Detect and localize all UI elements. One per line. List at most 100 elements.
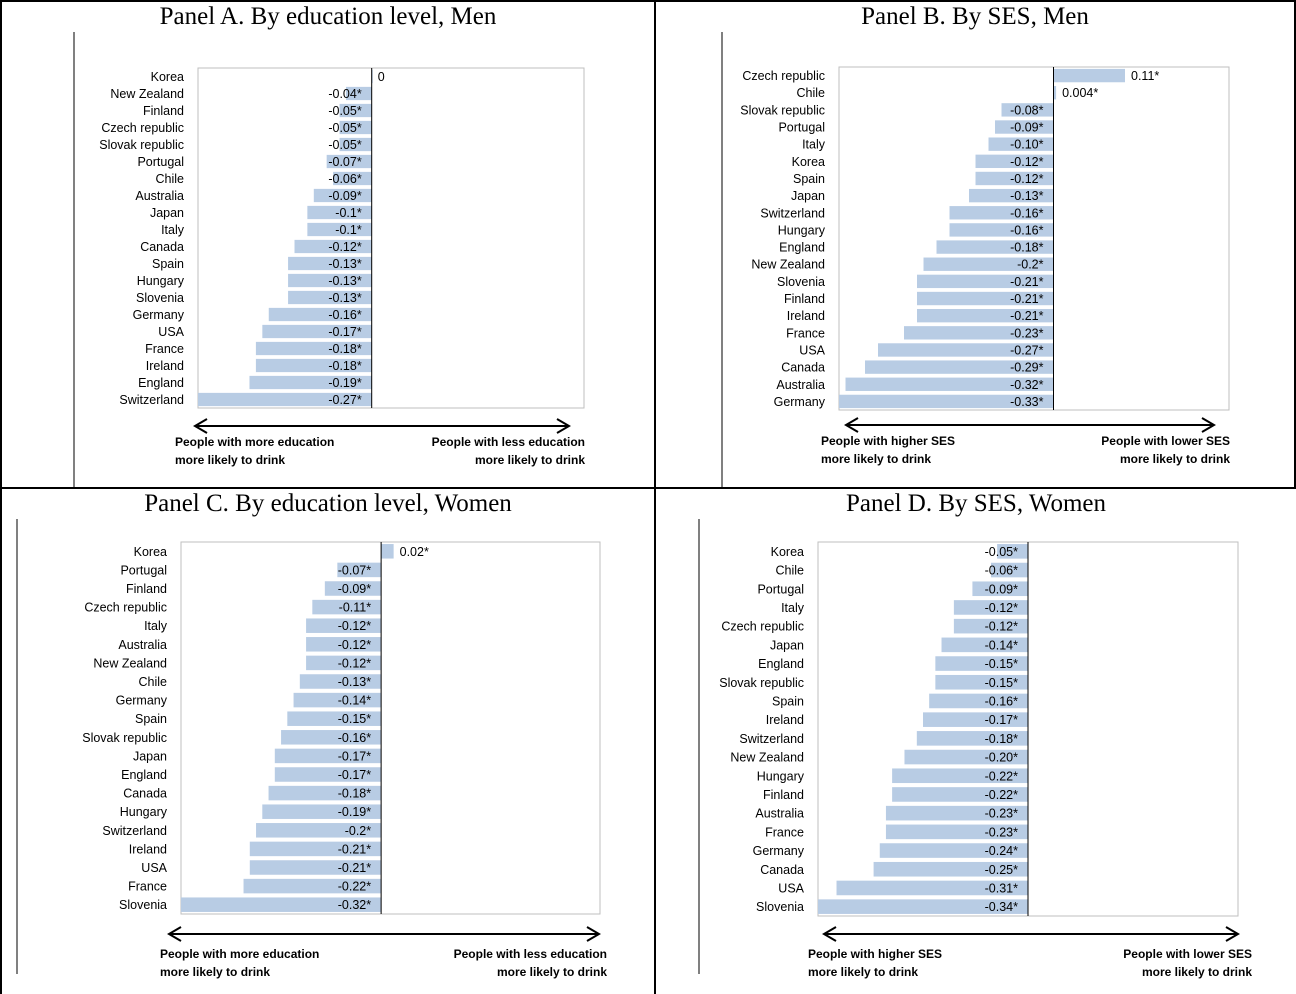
bar <box>1001 103 1054 117</box>
bar <box>256 823 382 838</box>
category-label: USA <box>141 861 167 875</box>
category-label: Korea <box>771 545 804 559</box>
data-label: -0.16* <box>1010 223 1043 237</box>
category-label: Switzerland <box>760 206 825 220</box>
data-label: -0.12* <box>1010 172 1043 186</box>
panel-a: Panel A. By education level, Men Korea 0 N… <box>2 2 654 487</box>
data-label: -0.09* <box>328 189 361 203</box>
bar <box>949 223 1054 237</box>
bar <box>333 171 372 186</box>
data-label: -0.27* <box>328 393 361 407</box>
category-label: England <box>779 241 825 255</box>
category-label: Hungary <box>137 274 185 288</box>
left-note: People with higher SES <box>821 434 955 448</box>
left-note: People with more education <box>160 947 319 961</box>
right-note: People with lower SES <box>1101 434 1230 448</box>
data-label: -0.12* <box>338 638 371 652</box>
category-label: Australia <box>755 807 804 821</box>
data-label: -0.12* <box>1010 155 1043 169</box>
category-label: Portugal <box>120 563 167 577</box>
data-label: -0.18* <box>328 359 361 373</box>
left-note: more likely to drink <box>821 452 931 466</box>
data-label: -0.1* <box>335 223 362 237</box>
data-label: -0.13* <box>328 291 361 305</box>
category-label: Korea <box>151 70 184 84</box>
bar <box>255 341 372 356</box>
data-label: 0 <box>378 70 385 84</box>
bar <box>324 581 382 596</box>
category-label: Czech republic <box>721 620 804 634</box>
bar <box>972 581 1028 597</box>
data-label: -0.05* <box>328 138 361 152</box>
category-label: New Zealand <box>110 87 184 101</box>
bar <box>818 899 1028 914</box>
category-label: USA <box>158 325 184 339</box>
category-label: Spain <box>793 172 825 186</box>
data-label: -0.13* <box>328 257 361 271</box>
bar <box>936 240 1054 254</box>
data-label: -0.18* <box>985 732 1018 746</box>
category-label: Finland <box>143 104 184 118</box>
data-label: -0.21* <box>1010 275 1043 289</box>
category-label: USA <box>799 343 825 357</box>
bar <box>288 273 372 288</box>
data-label: -0.21* <box>1010 309 1043 323</box>
data-label: -0.18* <box>328 342 361 356</box>
bar <box>287 711 382 726</box>
data-label: -0.15* <box>338 712 371 726</box>
category-label: Japan <box>770 638 804 652</box>
bar <box>262 804 382 819</box>
data-label: -0.12* <box>985 601 1018 615</box>
category-label: England <box>758 657 804 671</box>
data-label: -0.21* <box>1010 292 1043 306</box>
left-note: People with higher SES <box>808 947 942 961</box>
data-label: -0.17* <box>328 325 361 339</box>
category-label: Chile <box>139 675 168 689</box>
bar <box>885 824 1028 840</box>
category-label: Canada <box>781 361 825 375</box>
data-label: -0.16* <box>338 731 371 745</box>
bar <box>995 120 1054 134</box>
plot-area <box>197 67 585 409</box>
data-label: -0.27* <box>1010 343 1043 357</box>
category-label: France <box>765 825 804 839</box>
data-label: -0.16* <box>985 694 1018 708</box>
chart-panel-b: Czech republic 0.11* Chile 0.004* Slovak rep… <box>721 32 1230 487</box>
panel-d: Panel D. By SES, Women Korea -0.05* Chile -… <box>656 489 1296 994</box>
bar <box>892 768 1028 784</box>
grid-right-border <box>1294 0 1296 487</box>
data-label: -0.17* <box>985 713 1018 727</box>
data-label: -0.15* <box>985 676 1018 690</box>
panel-title: Panel A. By education level, Men <box>159 3 497 30</box>
bar <box>845 377 1054 391</box>
bar <box>988 137 1054 151</box>
bar <box>878 343 1054 357</box>
bar <box>339 103 372 118</box>
data-label: -0.17* <box>338 768 371 782</box>
category-label: Slovenia <box>756 900 804 914</box>
bar <box>326 154 372 169</box>
chart-panel-a: Korea 0 New Zealand -0.04* Finland -0.05* Czec… <box>73 32 585 487</box>
data-label: -0.14* <box>338 694 371 708</box>
category-label: Japan <box>791 189 825 203</box>
right-note: more likely to drink <box>1142 965 1252 979</box>
bar <box>953 600 1028 615</box>
bar <box>917 291 1054 306</box>
right-note: People with less education <box>454 947 607 961</box>
data-label: -0.18* <box>338 787 371 801</box>
data-label: 0.02* <box>400 545 429 559</box>
data-label: -0.06* <box>985 564 1018 578</box>
bar <box>274 767 382 782</box>
bar <box>949 206 1054 220</box>
bar <box>904 326 1054 340</box>
data-label: -0.12* <box>338 656 371 670</box>
category-label: Germany <box>774 395 826 409</box>
grid-center-border <box>654 0 656 994</box>
category-label: Finland <box>784 292 825 306</box>
category-label: Ireland <box>766 713 804 727</box>
category-label: Spain <box>772 694 804 708</box>
bar <box>941 637 1028 653</box>
data-label: -0.2* <box>345 824 372 838</box>
data-label: -0.14* <box>985 638 1018 652</box>
arrow-head-right <box>1201 417 1216 433</box>
